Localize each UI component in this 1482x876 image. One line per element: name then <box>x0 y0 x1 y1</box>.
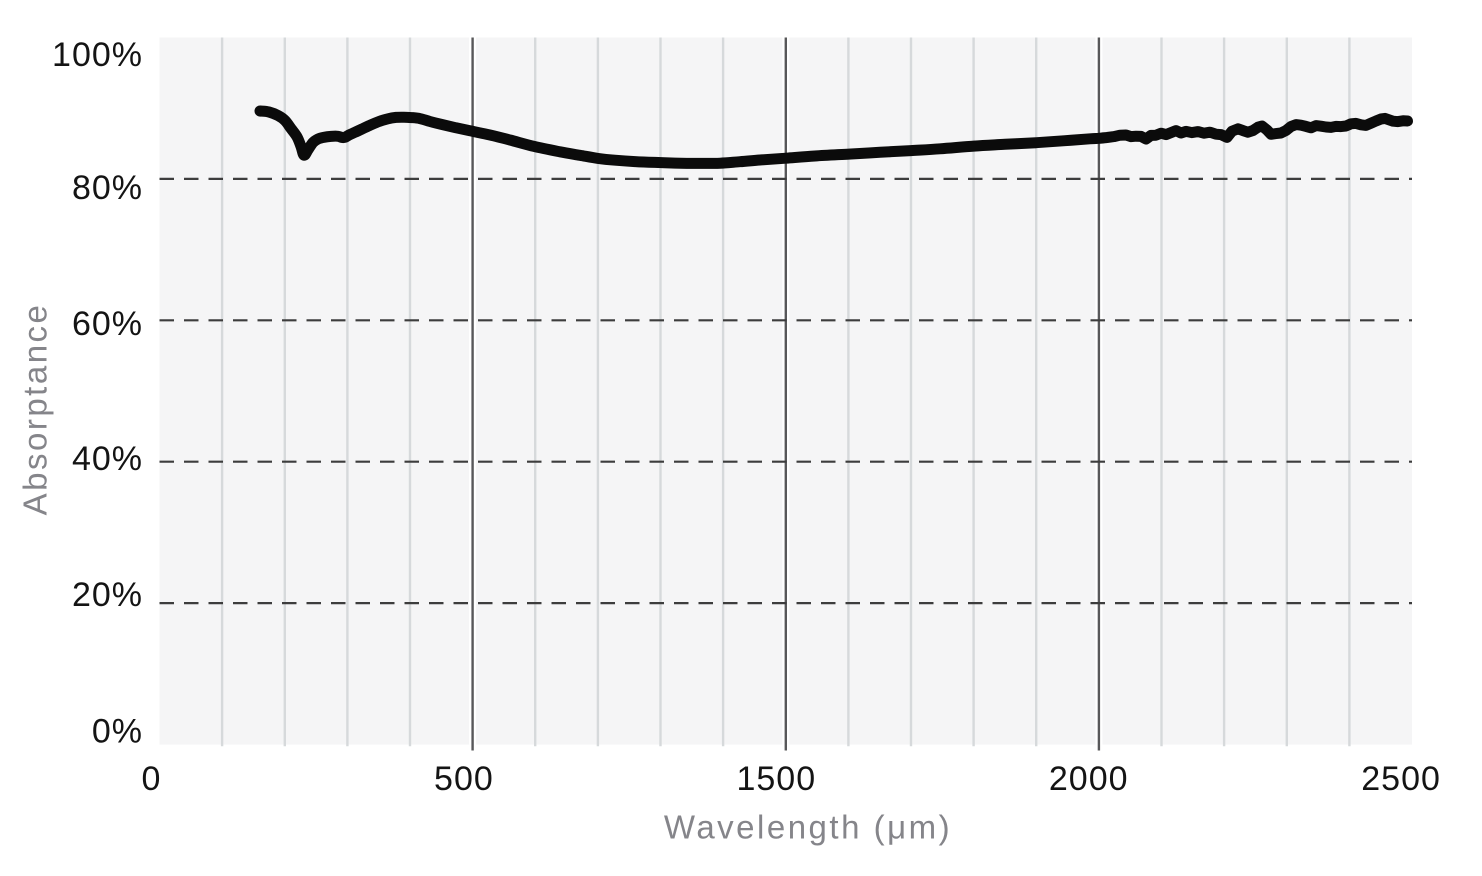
svg-text:Absorptance: Absorptance <box>17 303 54 516</box>
svg-text:80%: 80% <box>72 169 143 207</box>
svg-text:100%: 100% <box>52 36 143 74</box>
svg-text:500: 500 <box>434 760 494 798</box>
svg-text:20%: 20% <box>72 576 143 614</box>
svg-text:Wavelength (μm): Wavelength (μm) <box>664 809 952 846</box>
svg-text:2500: 2500 <box>1361 760 1441 798</box>
svg-text:0%: 0% <box>92 713 143 751</box>
svg-text:0: 0 <box>142 760 162 798</box>
svg-text:2000: 2000 <box>1049 760 1129 798</box>
svg-text:40%: 40% <box>72 440 143 478</box>
svg-text:1500: 1500 <box>736 760 816 798</box>
svg-text:60%: 60% <box>72 305 143 343</box>
